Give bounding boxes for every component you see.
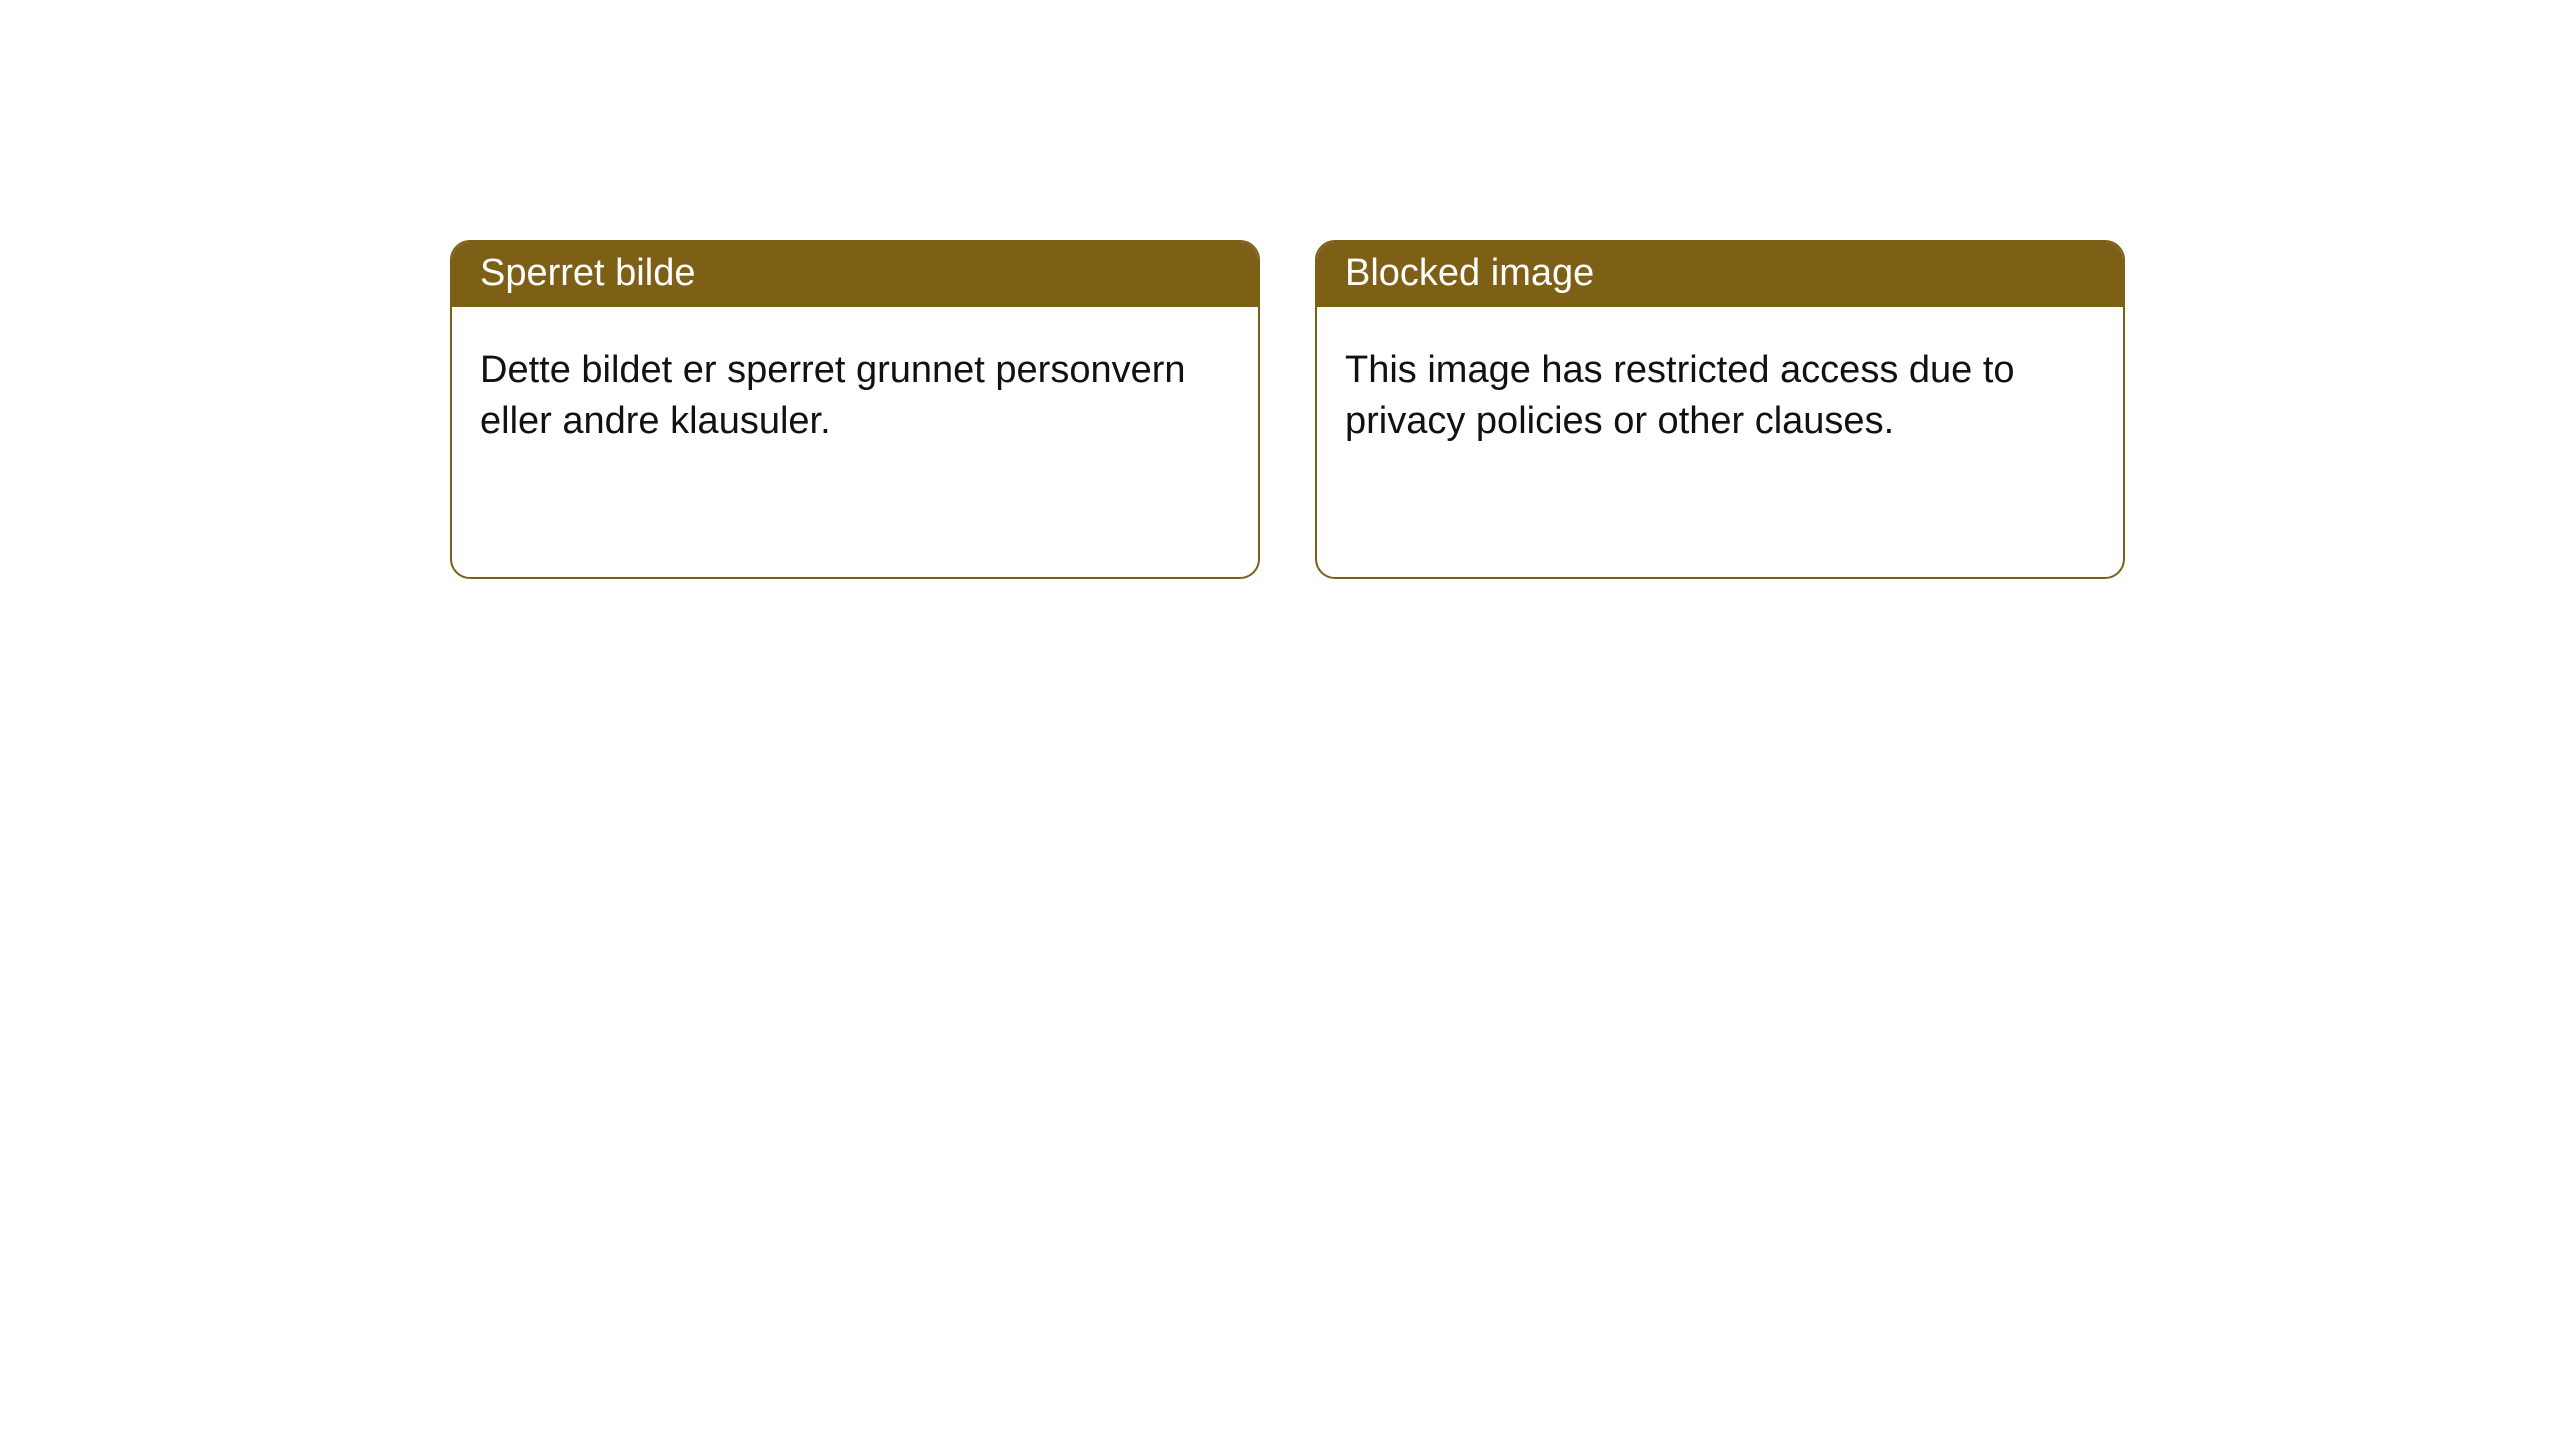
card-header: Blocked image [1317, 242, 2123, 307]
blocked-image-card-en: Blocked image This image has restricted … [1315, 240, 2125, 579]
card-body: Dette bildet er sperret grunnet personve… [452, 307, 1258, 577]
notice-container: Sperret bilde Dette bildet er sperret gr… [0, 0, 2560, 579]
blocked-image-card-no: Sperret bilde Dette bildet er sperret gr… [450, 240, 1260, 579]
card-header: Sperret bilde [452, 242, 1258, 307]
card-body: This image has restricted access due to … [1317, 307, 2123, 577]
